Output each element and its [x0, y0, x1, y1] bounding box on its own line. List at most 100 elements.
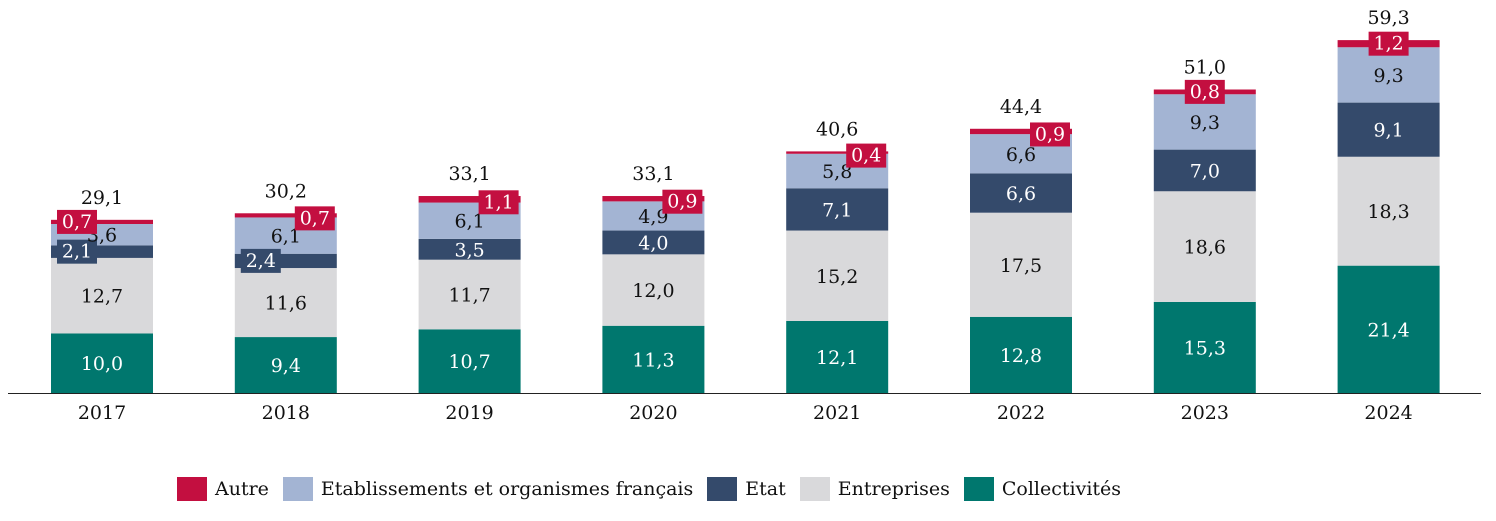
legend-label: Autre	[215, 478, 269, 500]
bar-segment	[51, 257, 153, 334]
legend-item: Etablissements et organismes français	[282, 477, 694, 501]
data-label-box	[294, 206, 335, 231]
bar-segment	[1153, 301, 1256, 393]
data-label: 11,3	[632, 349, 674, 371]
data-label: 6,6	[1006, 144, 1036, 166]
x-tick-label: 2021	[813, 402, 861, 424]
total-label: 33,1	[632, 163, 674, 185]
data-label: 0,9	[1035, 123, 1065, 145]
bar-segment	[51, 219, 153, 224]
x-tick-label: 2022	[997, 402, 1045, 424]
x-tick-label: 2020	[629, 402, 677, 424]
data-label-box	[478, 190, 519, 215]
bar-segment	[970, 212, 1072, 317]
data-label: 4,9	[638, 206, 668, 228]
data-label: 7,0	[1190, 160, 1220, 182]
legend-item: Entreprises	[799, 477, 950, 501]
data-label: 0,7	[300, 207, 330, 229]
legend-item: Etat	[707, 477, 786, 501]
data-label: 21,4	[1367, 319, 1409, 341]
total-label: 30,2	[265, 180, 307, 202]
bar-segment	[234, 268, 337, 338]
bar-segment	[1337, 156, 1440, 266]
bar-segment	[602, 196, 705, 202]
data-label: 11,7	[448, 285, 490, 307]
legend-swatch	[963, 477, 994, 501]
data-label: 18,3	[1367, 201, 1409, 223]
bar-segment	[1153, 149, 1256, 192]
bar-segment	[1337, 102, 1440, 157]
bar-segment	[1153, 191, 1256, 302]
data-label: 0,9	[667, 191, 697, 213]
bar-segment	[602, 325, 705, 393]
data-label-box	[57, 239, 97, 264]
legend-item: Autre	[177, 477, 269, 501]
data-label: 15,2	[816, 266, 858, 288]
data-label: 0,8	[1190, 81, 1220, 103]
bar-segment	[234, 337, 337, 393]
total-label: 59,3	[1367, 7, 1409, 29]
data-label: 11,6	[265, 293, 307, 315]
total-label: 40,6	[816, 118, 858, 140]
data-label: 1,1	[483, 191, 513, 213]
data-label: 2,1	[62, 241, 92, 263]
x-tick-label: 2023	[1181, 402, 1229, 424]
legend-label: Entreprises	[837, 478, 950, 500]
bar-segment	[786, 320, 889, 393]
data-label: 18,6	[1184, 237, 1226, 259]
data-label: 4,0	[638, 232, 668, 254]
data-label-box	[1184, 79, 1225, 104]
data-label: 2,4	[246, 250, 276, 272]
bar-segment	[418, 329, 521, 393]
bar-segment	[418, 238, 521, 260]
data-label-box	[846, 143, 887, 168]
total-label: 51,0	[1184, 57, 1226, 79]
x-tick-label: 2018	[262, 402, 310, 424]
bar-segment	[602, 254, 705, 326]
legend-swatch	[177, 477, 207, 501]
bar-segment	[786, 188, 889, 231]
data-label: 12,1	[816, 347, 858, 369]
legend-label: Collectivités	[1001, 478, 1122, 500]
data-label: 7,1	[822, 199, 852, 221]
legend-label: Etablissements et organismes français	[320, 478, 694, 500]
data-label-box	[1030, 122, 1070, 147]
data-label-box	[240, 248, 281, 273]
x-tick-label: 2017	[78, 402, 126, 424]
data-label: 10,7	[448, 351, 490, 373]
data-label: 0,7	[62, 211, 92, 233]
data-label: 3,5	[454, 239, 484, 261]
total-label: 44,4	[1000, 96, 1042, 118]
legend-swatch	[282, 477, 313, 501]
legend-swatch	[799, 477, 830, 501]
data-label: 9,1	[1373, 120, 1403, 142]
data-label: 6,1	[454, 211, 484, 233]
bar-segment	[602, 230, 705, 255]
data-label: 12,8	[1000, 345, 1042, 367]
data-label: 17,5	[1000, 255, 1042, 277]
bar-segment	[970, 173, 1072, 213]
data-label: 1,2	[1373, 33, 1403, 55]
data-label: 12,7	[81, 286, 123, 308]
bar-segment	[1337, 265, 1440, 393]
legend-swatch	[707, 477, 738, 501]
bar-segment	[234, 213, 337, 218]
data-label: 12,0	[632, 280, 674, 302]
data-label: 5,8	[822, 161, 852, 183]
bar-segment	[51, 333, 153, 393]
bar-segment	[786, 151, 889, 154]
data-label: 9,3	[1373, 65, 1403, 87]
legend: Autre Etablissements et organismes frança…	[177, 476, 1135, 502]
x-tick-label: 2024	[1364, 402, 1412, 424]
data-label: 0,4	[851, 145, 881, 167]
total-label: 29,1	[81, 187, 123, 209]
data-label: 6,6	[1006, 183, 1036, 205]
legend-item: Collectivités	[963, 477, 1122, 501]
bar-segment	[1337, 47, 1440, 103]
data-label: 6,1	[271, 226, 301, 248]
bar-segment	[786, 230, 889, 321]
data-label: 10,0	[81, 353, 123, 375]
bar-segment	[970, 316, 1072, 393]
legend-label: Etat	[745, 478, 786, 500]
